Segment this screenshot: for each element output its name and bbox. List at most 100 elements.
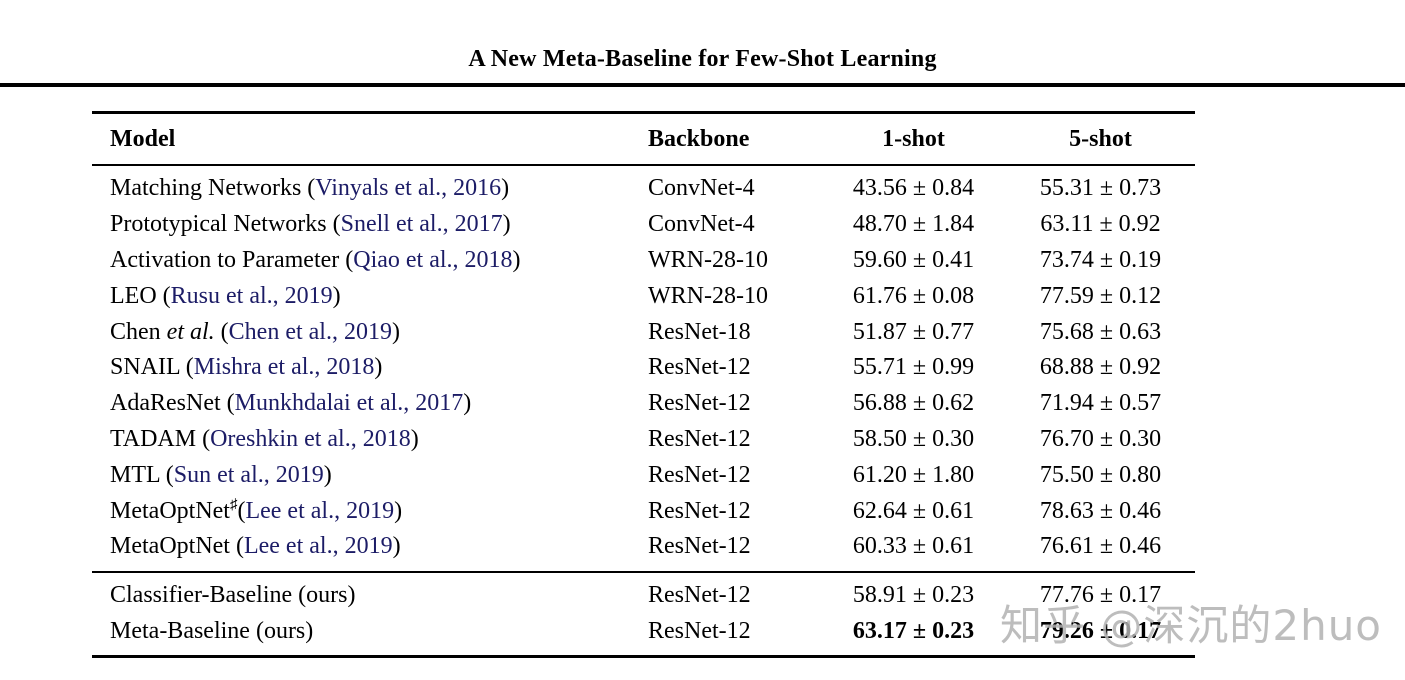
backbone-cell: ResNet-18 [648,318,751,345]
column-header-1shot: 1-shot [882,125,945,152]
backbone-cell: ResNet-12 [648,461,751,488]
backbone-cell: ConvNet-4 [648,211,755,238]
citation-link[interactable]: Munkhdalai et al., 2017 [234,390,464,417]
table-row: Chen et al. (Chen et al., 2019) ResNet-18… [92,314,1195,350]
table-row: TADAM (Oreshkin et al., 2018) ResNet-12 58… [92,422,1195,458]
one-shot-cell: 61.76 ± 0.08 [852,282,975,309]
table-row: MetaOptNet (Lee et al., 2019) ResNet-12 60… [92,529,1195,565]
model-cell: MetaOptNet (Lee et al., 2019) [92,533,640,560]
five-shot-cell: 75.50 ± 0.80 [1039,461,1162,488]
table-row: Meta-Baseline (ours) ResNet-12 63.17 ± 0.2… [92,614,1195,650]
model-cell: Chen et al. (Chen et al., 2019) [92,319,640,346]
model-cell: TADAM (Oreshkin et al., 2018) [92,426,640,453]
citation-link[interactable]: Sun et al., 2019 [173,461,324,488]
backbone-cell: ResNet-12 [648,390,751,417]
model-name-text: ) [332,282,341,309]
one-shot-cell: 43.56 ± 0.84 [852,175,975,202]
model-cell: LEO (Rusu et al., 2019) [92,283,640,310]
model-name-text: SNAIL ( [110,354,194,381]
one-shot-cell: 58.50 ± 0.30 [852,425,975,452]
citation-link[interactable]: Chen et al., 2019 [228,318,392,345]
citation-link[interactable]: Mishra et al., 2018 [193,354,375,381]
model-name-text: AdaResNet ( [110,390,235,417]
model-name-text: ) [410,425,419,452]
table-body-main: Matching Networks (Vinyals et al., 2016)… [92,166,1195,571]
backbone-cell: ResNet-12 [648,533,751,560]
table-row: SNAIL (Mishra et al., 2018) ResNet-12 55.7… [92,350,1195,386]
model-cell: Prototypical Networks (Snell et al., 201… [92,211,640,238]
citation-link[interactable]: Rusu et al., 2019 [170,282,333,309]
paper-title: A New Meta-Baseline for Few-Shot Learnin… [468,46,937,72]
column-header-backbone: Backbone [648,125,750,152]
five-shot-cell: 76.61 ± 0.46 [1039,533,1162,560]
table-row: Matching Networks (Vinyals et al., 2016)… [92,171,1195,207]
backbone-cell: ResNet-12 [648,617,751,644]
model-cell: AdaResNet (Munkhdalai et al., 2017) [92,390,640,417]
model-cell: Meta-Baseline (ours) [92,618,640,645]
model-name-text: ) [394,497,403,524]
five-shot-cell: 71.94 ± 0.57 [1039,390,1162,417]
citation-link[interactable]: Oreshkin et al., 2018 [210,425,411,452]
citation-link[interactable]: Lee et al., 2019 [243,533,393,560]
model-cell: MTL (Sun et al., 2019) [92,462,640,489]
model-cell: Activation to Parameter (Qiao et al., 20… [92,247,640,274]
table-row: Prototypical Networks (Snell et al., 201… [92,207,1195,243]
table-row: Classifier-Baseline (ours) ResNet-12 58.91… [92,578,1195,614]
one-shot-cell: 55.71 ± 0.99 [852,354,975,381]
one-shot-cell: 60.33 ± 0.61 [852,533,975,560]
one-shot-cell: 56.88 ± 0.62 [852,390,975,417]
table-header-row: Model Backbone 1-shot 5-shot [92,114,1195,164]
model-name-text: ) [502,211,511,238]
table-body-ours: Classifier-Baseline (ours) ResNet-12 58.91… [92,573,1195,656]
model-name-text: Activation to Parameter ( [110,246,354,273]
model-cell: Classifier-Baseline (ours) [92,582,640,609]
model-name-text: ) [501,175,510,202]
table-top-rule [92,111,1195,114]
model-name-text: ( [237,497,246,524]
model-name-text: ) [391,318,400,345]
results-table: Model Backbone 1-shot 5-shot Matching Ne… [92,111,1195,659]
model-name-text: Chen [110,318,167,345]
five-shot-cell: 76.70 ± 0.30 [1039,425,1162,452]
model-name-text: ) [323,461,332,488]
citation-link[interactable]: Lee et al., 2019 [245,497,395,524]
five-shot-cell: 68.88 ± 0.92 [1039,354,1162,381]
backbone-cell: ResNet-12 [648,582,751,609]
five-shot-cell: 77.76 ± 0.17 [1039,582,1162,609]
table-header-rule [92,164,1195,166]
five-shot-cell: 75.68 ± 0.63 [1039,318,1162,345]
sharp-superscript: ♯ [229,496,238,513]
one-shot-cell: 51.87 ± 0.77 [852,318,975,345]
backbone-cell: ConvNet-4 [648,175,755,202]
table-row: LEO (Rusu et al., 2019) WRN-28-10 61.76 ± … [92,278,1195,314]
model-cell: Matching Networks (Vinyals et al., 2016) [92,175,640,202]
backbone-cell: ResNet-12 [648,497,751,524]
model-name-text: ( [214,318,229,345]
one-shot-cell: 63.17 ± 0.23 [852,617,975,644]
five-shot-cell: 63.11 ± 0.92 [1040,211,1161,238]
model-name-italic: et al. [166,318,215,345]
citation-link[interactable]: Vinyals et al., 2016 [315,175,502,202]
citation-link[interactable]: Snell et al., 2017 [340,211,503,238]
column-header-5shot: 5-shot [1069,125,1132,152]
table-row: Activation to Parameter (Qiao et al., 20… [92,243,1195,279]
backbone-cell: WRN-28-10 [648,282,768,309]
model-name-text: Matching Networks ( [110,175,316,202]
model-cell: MetaOptNet♯(Lee et al., 2019) [92,496,640,525]
model-name-text: Prototypical Networks ( [110,211,341,238]
five-shot-cell: 77.59 ± 0.12 [1039,282,1162,309]
table-mid-rule [92,570,1195,573]
one-shot-cell: 59.60 ± 0.41 [852,246,975,273]
one-shot-cell: 62.64 ± 0.61 [852,497,975,524]
five-shot-cell: 79.26 ± 0.17 [1039,617,1162,644]
one-shot-cell: 61.20 ± 1.80 [852,461,975,488]
model-name-text: ) [392,533,401,560]
model-name-text: ) [463,390,472,417]
model-name-text: MetaOptNet ( [110,533,244,560]
citation-link[interactable]: Qiao et al., 2018 [353,246,513,273]
backbone-cell: ResNet-12 [648,425,751,452]
model-name-text: ) [512,246,521,273]
model-name-text: MetaOptNet [110,497,230,524]
five-shot-cell: 55.31 ± 0.73 [1039,175,1162,202]
column-header-model: Model [110,125,176,152]
